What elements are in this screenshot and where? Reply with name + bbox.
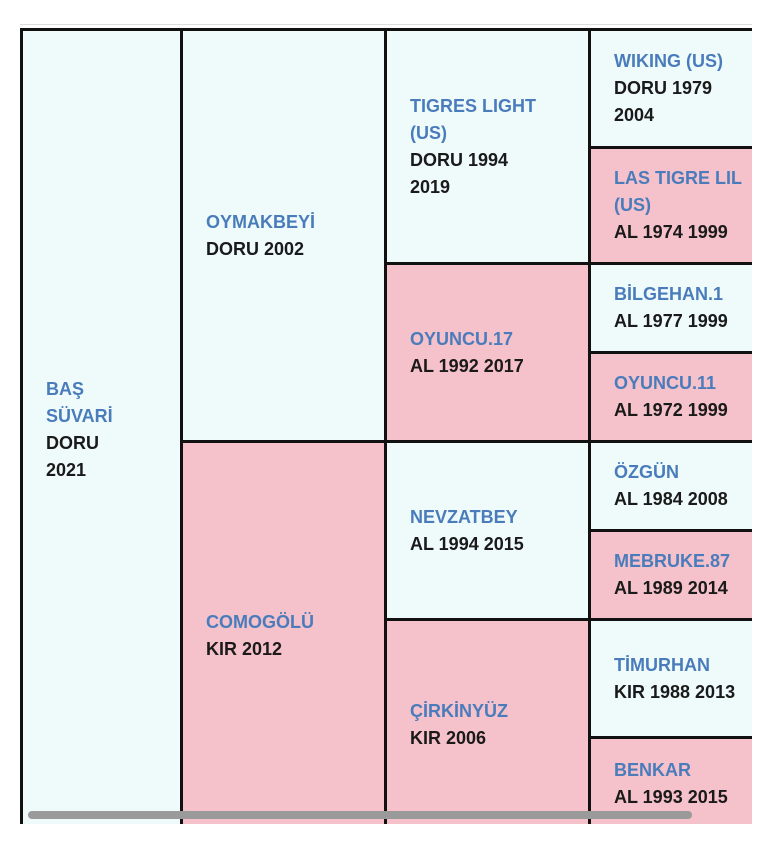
pedigree-cell: OYUNCU.11 AL 1972 1999 (588, 351, 752, 443)
horse-name[interactable]: BENKAR (614, 759, 692, 780)
divider (20, 24, 752, 25)
horse-info: LAS TIGRE LIL (US) AL 1974 1999 (614, 165, 742, 246)
horse-name[interactable]: ÇİRKİNYÜZ (410, 700, 508, 721)
horse-detail: AL 1984 2008 (614, 489, 728, 509)
horse-detail: KIR 1988 2013 (614, 681, 736, 702)
horse-detail: AL 1974 1999 (614, 222, 728, 242)
horse-detail: DORU 1979 2004 (614, 78, 713, 125)
horse-info: BAŞ SÜVARİ DORU 2021 (46, 376, 130, 484)
horse-detail: KIR 2006 (410, 727, 487, 748)
horse-info: TİMURHAN KIR 1988 2013 (614, 652, 742, 706)
pedigree-cell: TIGRES LIGHT (US) DORU 1994 2019 (384, 28, 591, 265)
horse-info: TIGRES LIGHT (US) DORU 1994 2019 (410, 93, 550, 201)
pedigree-cell: ÖZGÜN AL 1984 2008 (588, 440, 752, 532)
horse-name[interactable]: TİMURHAN (614, 654, 710, 675)
pedigree-cell: BENKAR AL 1993 2015 (588, 736, 752, 824)
horse-name[interactable]: TIGRES LIGHT (US) (410, 95, 536, 143)
horse-name[interactable]: MEBRUKE.87 (614, 551, 731, 571)
horse-info: MEBRUKE.87 AL 1989 2014 (614, 548, 742, 602)
horse-info: OYUNCU.17 AL 1992 2017 (410, 326, 550, 380)
horse-name[interactable]: BİLGEHAN.1 (614, 284, 724, 304)
pedigree-cell: LAS TIGRE LIL (US) AL 1974 1999 (588, 146, 752, 265)
horse-info: BİLGEHAN.1 AL 1977 1999 (614, 281, 742, 335)
horse-info: OYUNCU.11 AL 1972 1999 (614, 370, 742, 424)
pedigree-cell: WIKING (US) DORU 1979 2004 (588, 28, 752, 149)
horse-name[interactable]: LAS TIGRE LIL (US) (614, 168, 742, 215)
horse-detail: DORU 1994 2019 (410, 149, 509, 197)
pedigree-cell: OYMAKBEYİ DORU 2002 (180, 28, 387, 443)
pedigree-cell: NEVZATBEY AL 1994 2015 (384, 440, 591, 621)
horse-info: ÇİRKİNYÜZ KIR 2006 (410, 698, 550, 752)
horse-detail: AL 1994 2015 (410, 533, 524, 554)
horse-detail: AL 1989 2014 (614, 578, 728, 598)
horse-info: OYMAKBEYİ DORU 2002 (206, 209, 346, 263)
pedigree-cell: ÇİRKİNYÜZ KIR 2006 (384, 618, 591, 824)
pedigree-table: BAŞ SÜVARİ DORU 2021 OYMAKBEYİ DORU 2002 COM… (20, 28, 752, 824)
horse-detail: AL 1993 2015 (614, 786, 728, 807)
pedigree-cell: MEBRUKE.87 AL 1989 2014 (588, 529, 752, 621)
horse-detail: DORU 2002 (206, 238, 305, 259)
horse-name[interactable]: OYUNCU.17 (410, 328, 514, 349)
horse-name[interactable]: NEVZATBEY (410, 506, 518, 527)
pedigree-cell: BAŞ SÜVARİ DORU 2021 (20, 28, 183, 824)
horse-detail: AL 1977 1999 (614, 311, 728, 331)
pedigree-cell: OYUNCU.17 AL 1992 2017 (384, 262, 591, 443)
horse-info: ÖZGÜN AL 1984 2008 (614, 459, 742, 513)
pedigree-cell: COMOGÖLÜ KIR 2012 (180, 440, 387, 824)
pedigree-cell: TİMURHAN KIR 1988 2013 (588, 618, 752, 739)
pedigree-cell: BİLGEHAN.1 AL 1977 1999 (588, 262, 752, 354)
horse-name[interactable]: OYMAKBEYİ (206, 211, 316, 232)
horse-detail: DORU 2021 (46, 432, 99, 480)
horse-name[interactable]: COMOGÖLÜ (206, 611, 314, 632)
horse-info: BENKAR AL 1993 2015 (614, 757, 742, 811)
horse-info: COMOGÖLÜ KIR 2012 (206, 609, 346, 663)
horse-name[interactable]: WIKING (US) (614, 51, 723, 71)
scrollbar[interactable] (28, 811, 692, 819)
horse-name[interactable]: OYUNCU.11 (614, 373, 717, 393)
horse-name[interactable]: ÖZGÜN (614, 462, 679, 482)
horse-detail: AL 1992 2017 (410, 355, 524, 376)
horse-info: WIKING (US) DORU 1979 2004 (614, 48, 742, 129)
horse-detail: KIR 2012 (206, 638, 283, 659)
horse-name[interactable]: BAŞ SÜVARİ (46, 378, 113, 426)
horse-detail: AL 1972 1999 (614, 400, 728, 420)
horse-info: NEVZATBEY AL 1994 2015 (410, 504, 550, 558)
